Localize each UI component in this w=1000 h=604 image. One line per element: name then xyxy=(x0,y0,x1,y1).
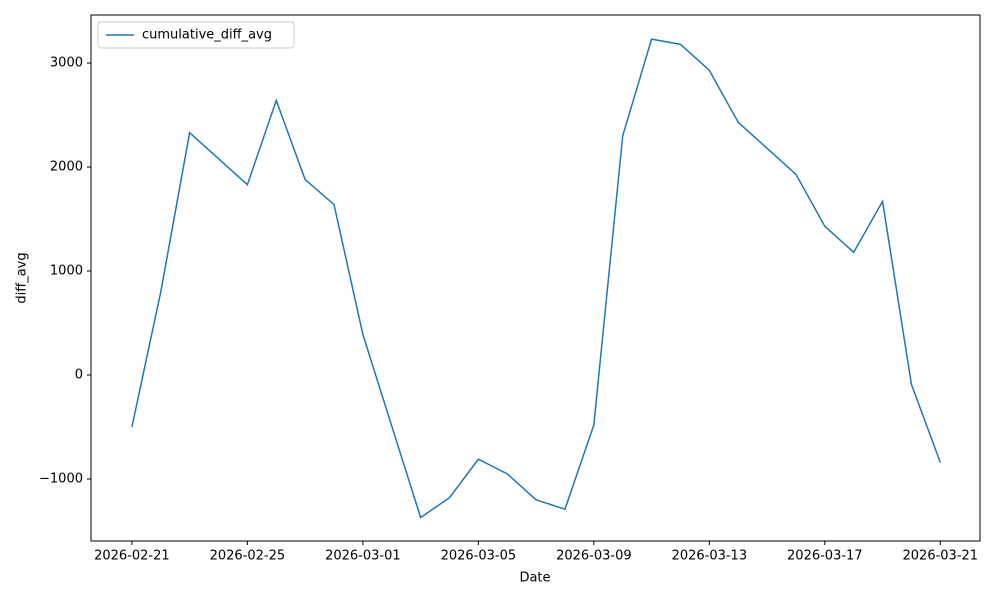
y-tick-label: −1000 xyxy=(39,472,83,487)
axes-frame xyxy=(90,14,981,542)
y-axis-label: diff_avg xyxy=(15,252,30,303)
x-tick-label: 2026-03-21 xyxy=(903,549,979,564)
x-tick-label: 2026-03-13 xyxy=(672,549,748,564)
x-tick-label: 2026-03-05 xyxy=(441,549,517,564)
y-tick-label: 2000 xyxy=(50,160,83,175)
x-tick-label: 2026-03-01 xyxy=(325,549,401,564)
data-line xyxy=(131,38,942,519)
x-tick-label: 2026-02-21 xyxy=(94,549,170,564)
x-tick-label: 2026-03-17 xyxy=(787,549,863,564)
x-axis-label: Date xyxy=(519,571,550,586)
y-tick-label: 1000 xyxy=(50,264,83,279)
x-tick-label: 2026-03-09 xyxy=(556,549,632,564)
legend-label: cumulative_diff_avg xyxy=(142,28,272,43)
x-tick-label: 2026-02-25 xyxy=(210,549,286,564)
y-tick-label: 3000 xyxy=(50,56,83,71)
legend-box xyxy=(97,21,295,49)
y-tick-label: 0 xyxy=(75,368,83,383)
